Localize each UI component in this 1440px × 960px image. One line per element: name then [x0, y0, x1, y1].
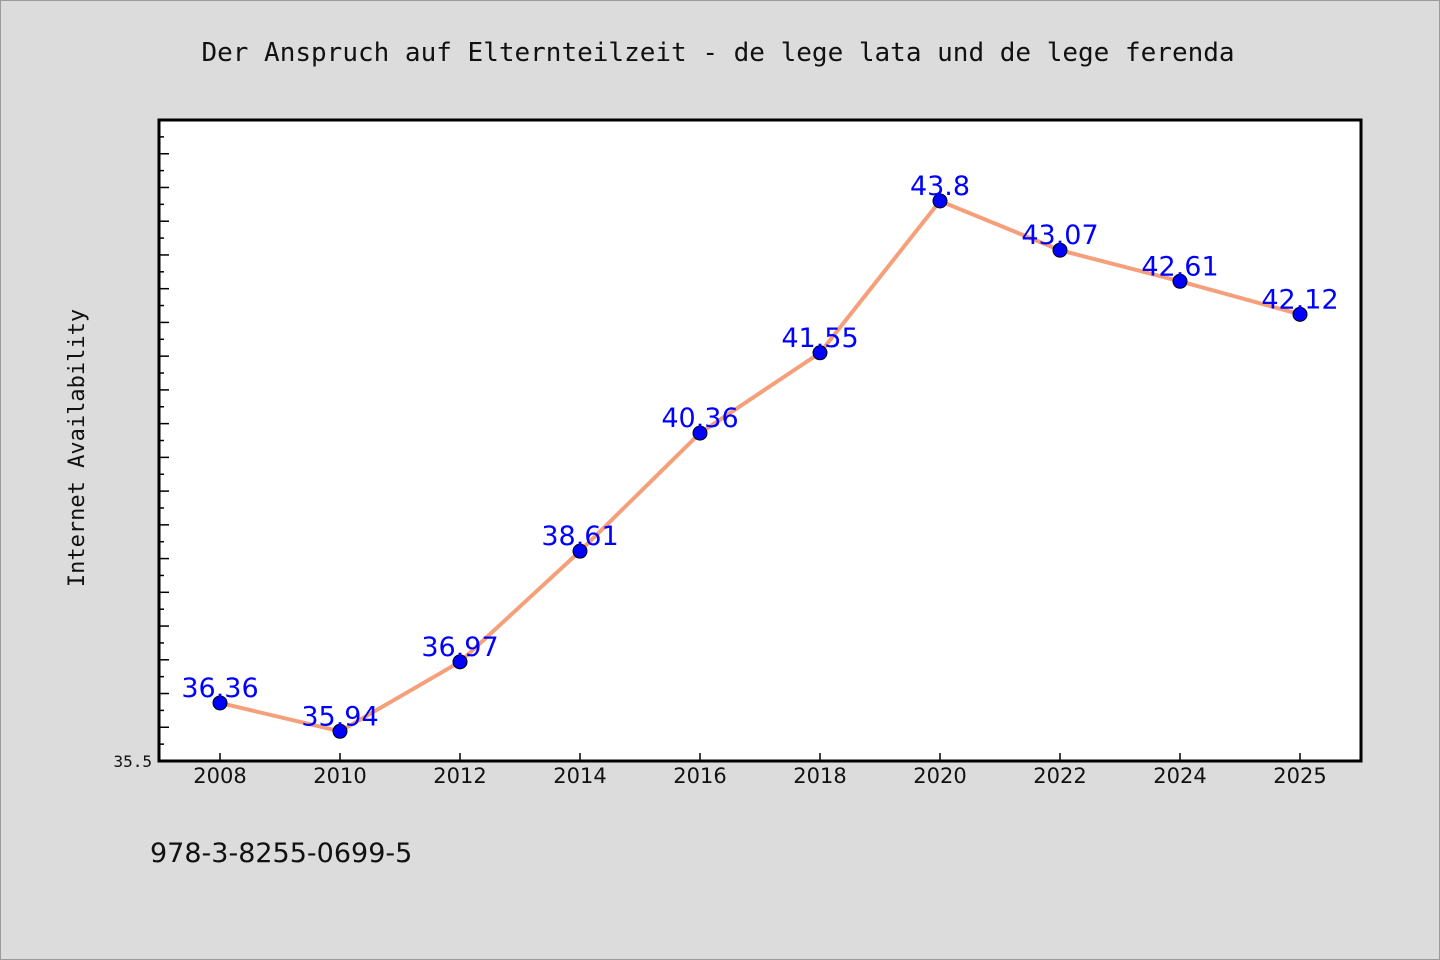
data-labels: 36.36 35.94 36.97 38.61 40.36 41.55 43.8 43.07 4…: [181, 171, 1338, 732]
x-tick-label: 2020: [913, 764, 966, 788]
data-point: [812, 345, 828, 361]
y-axis-label: Internet Availability: [65, 309, 90, 587]
data-label: 36.36: [181, 673, 258, 704]
x-tick-label: 2025: [1273, 764, 1326, 788]
plot-area: [157, 118, 1363, 763]
data-point: [452, 654, 468, 670]
y-axis-ticks: [159, 119, 169, 762]
data-point: [572, 543, 588, 559]
data-label: 42.12: [1261, 284, 1338, 315]
y-tick-label: 35.5: [113, 752, 152, 771]
x-tick-label: 2014: [553, 764, 606, 788]
data-point: [932, 193, 948, 209]
data-label: 43.07: [1021, 220, 1098, 251]
data-label: 41.55: [781, 323, 858, 354]
x-axis: 2008 2010 2012 2014 2016 2018 2020 2022 2024 2025: [193, 753, 1327, 788]
data-label: 36.97: [421, 632, 498, 663]
data-point: [332, 723, 348, 739]
data-point: [1172, 273, 1188, 289]
chart-title: Der Anspruch auf Elternteilzeit - de leg…: [201, 38, 1234, 68]
data-point: [1292, 306, 1308, 322]
footer-isbn: 978-3-8255-0699-5: [150, 838, 412, 869]
data-point: [692, 425, 708, 441]
x-tick-label: 2010: [313, 764, 366, 788]
data-label: 40.36: [661, 403, 738, 434]
x-tick-label: 2018: [793, 764, 846, 788]
series-markers: [212, 193, 1308, 739]
x-tick-label: 2016: [673, 764, 726, 788]
data-label: 43.8: [910, 171, 970, 202]
x-tick-label: 2012: [433, 764, 486, 788]
data-label: 42.61: [1141, 251, 1218, 282]
data-label: 38.61: [541, 521, 618, 552]
x-tick-label: 2022: [1033, 764, 1086, 788]
series-line: [218, 198, 1302, 734]
data-point: [212, 695, 228, 711]
x-tick-label: 2024: [1153, 764, 1206, 788]
data-label: 35.94: [301, 701, 378, 732]
data-point: [1052, 242, 1068, 258]
x-tick-label: 2008: [193, 764, 246, 788]
